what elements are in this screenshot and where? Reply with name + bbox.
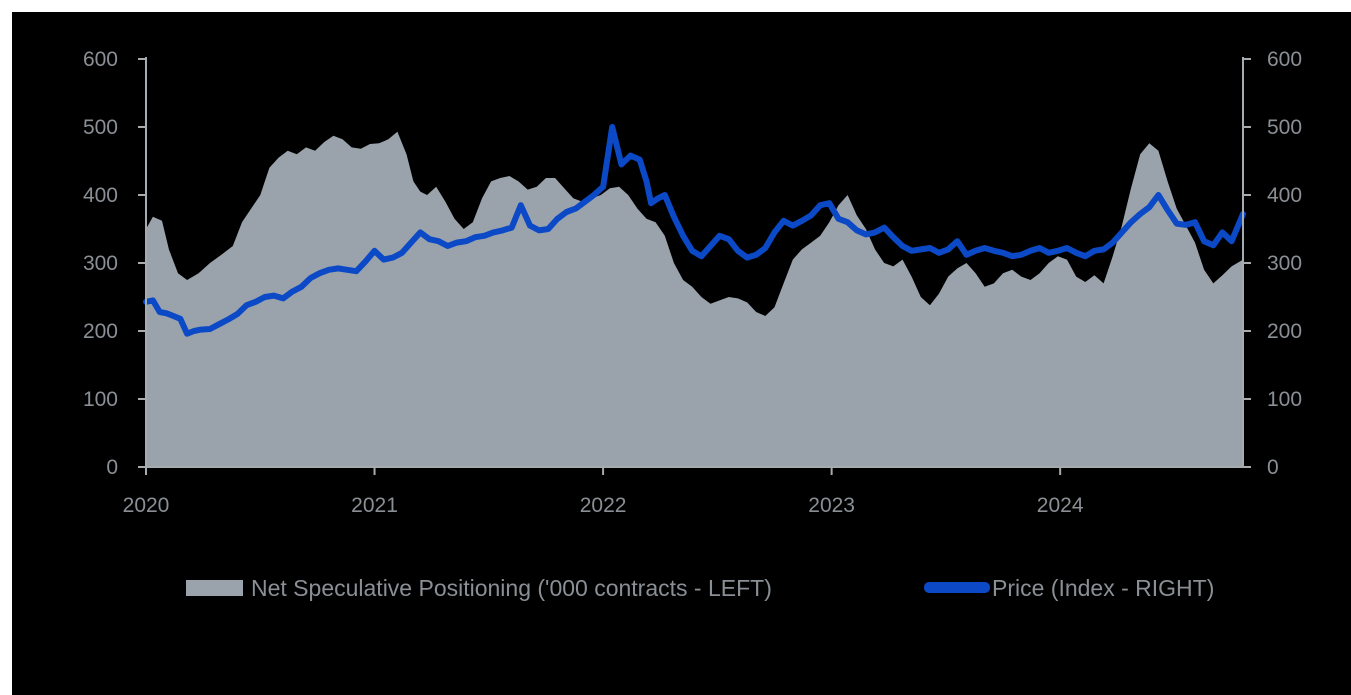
- x-tick-label: 2024: [1037, 494, 1084, 517]
- legend-swatch-price: [924, 582, 990, 593]
- y-right-tick-label: 500: [1267, 116, 1302, 139]
- series-positioning-area: [146, 131, 1243, 468]
- legend: Net Speculative Positioning ('000 contra…: [186, 575, 1214, 601]
- line-layer: [143, 124, 1246, 337]
- x-tick-label: 2021: [351, 494, 398, 517]
- y-right-tick-label: 200: [1267, 320, 1302, 343]
- y-right-tick-label: 600: [1267, 48, 1302, 71]
- legend-swatch-positioning: [186, 580, 243, 596]
- y-left-tick-label: 200: [83, 320, 118, 343]
- y-left-tick-label: 100: [83, 388, 118, 411]
- y-right-tick-label: 300: [1267, 252, 1302, 275]
- y-left-tick-label: 400: [83, 184, 118, 207]
- y-right-tick-label: 0: [1267, 456, 1279, 479]
- y-left-tick-label: 300: [83, 252, 118, 275]
- axes-layer: 0 100 200 300 400 500 600 0 100 200 300 400 500 600 20…: [83, 48, 1302, 517]
- x-tick-label: 2020: [123, 494, 170, 517]
- series-price-line: [143, 124, 1246, 337]
- area-layer: [146, 131, 1243, 468]
- y-right-tick-label: 400: [1267, 184, 1302, 207]
- x-tick-label: 2023: [808, 494, 855, 517]
- y-right-tick-label: 100: [1267, 388, 1302, 411]
- chart: 0 100 200 300 400 500 600 0 100 200 300 400 500 600 20…: [83, 48, 1302, 601]
- chart-frame: 0 100 200 300 400 500 600 0 100 200 300 400 500 600 20…: [12, 12, 1351, 695]
- x-tick-label: 2022: [580, 494, 627, 517]
- y-left-tick-label: 500: [83, 116, 118, 139]
- y-left-tick-label: 600: [83, 48, 118, 71]
- legend-label-positioning: Net Speculative Positioning ('000 contra…: [251, 575, 772, 601]
- legend-label-price: Price (Index - RIGHT): [992, 575, 1214, 601]
- y-left-tick-label: 0: [106, 456, 118, 479]
